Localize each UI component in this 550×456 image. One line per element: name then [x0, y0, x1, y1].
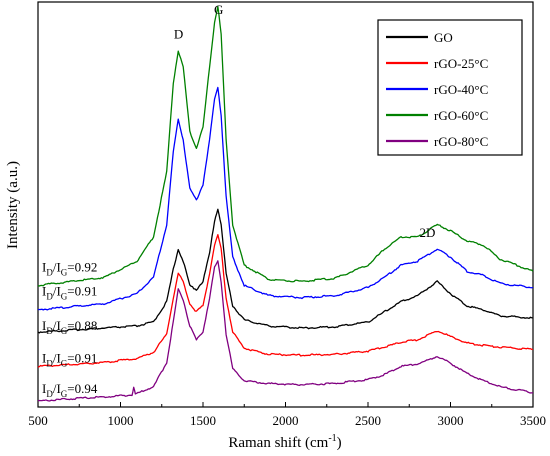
peak-label: G	[214, 2, 223, 17]
ratio-label: ID/IG=0.94	[42, 381, 98, 399]
peak-label: 2D	[419, 225, 435, 240]
legend: GO rGO-25°C rGO-40°C rGO-60°C rGO-80°C	[377, 19, 523, 156]
y-axis-title: Intensity (a.u.)	[5, 161, 21, 249]
x-tick-label: 500	[28, 413, 48, 428]
series-line-1	[37, 234, 534, 368]
x-axis-title: Raman shift (cm-1)	[228, 433, 341, 451]
series-line-4	[37, 260, 534, 402]
peak-labels: D G 2D	[174, 2, 435, 240]
series-line-0	[37, 208, 534, 334]
x-ticks: 500 1000 1500 2000 2500 3000 3500	[28, 402, 546, 428]
x-tick-label: 2000	[273, 413, 299, 428]
legend-label: GO	[434, 30, 453, 45]
series-layer	[37, 5, 534, 402]
x-tick-label: 1000	[108, 413, 134, 428]
x-tick-label: 3000	[438, 413, 464, 428]
x-tick-label: 3500	[520, 413, 546, 428]
x-tick-label: 1500	[190, 413, 216, 428]
legend-label: rGO-25°C	[434, 56, 488, 71]
ratio-label: ID/IG=0.92	[42, 259, 97, 277]
x-tick-label: 2500	[355, 413, 381, 428]
ratio-annotations: ID/IG=0.88 ID/IG=0.91 ID/IG=0.91 ID/IG=0.92…	[42, 259, 98, 399]
ratio-label: ID/IG=0.91	[42, 284, 97, 302]
ratio-label: ID/IG=0.88	[42, 318, 97, 336]
legend-box	[377, 19, 523, 156]
legend-label: rGO-80°C	[434, 134, 488, 149]
ratio-label: ID/IG=0.91	[42, 350, 97, 368]
series-line-3	[37, 5, 534, 287]
series-line-2	[37, 86, 534, 311]
legend-label: rGO-60°C	[434, 108, 488, 123]
peak-label: D	[174, 26, 183, 41]
legend-label: rGO-40°C	[434, 82, 488, 97]
